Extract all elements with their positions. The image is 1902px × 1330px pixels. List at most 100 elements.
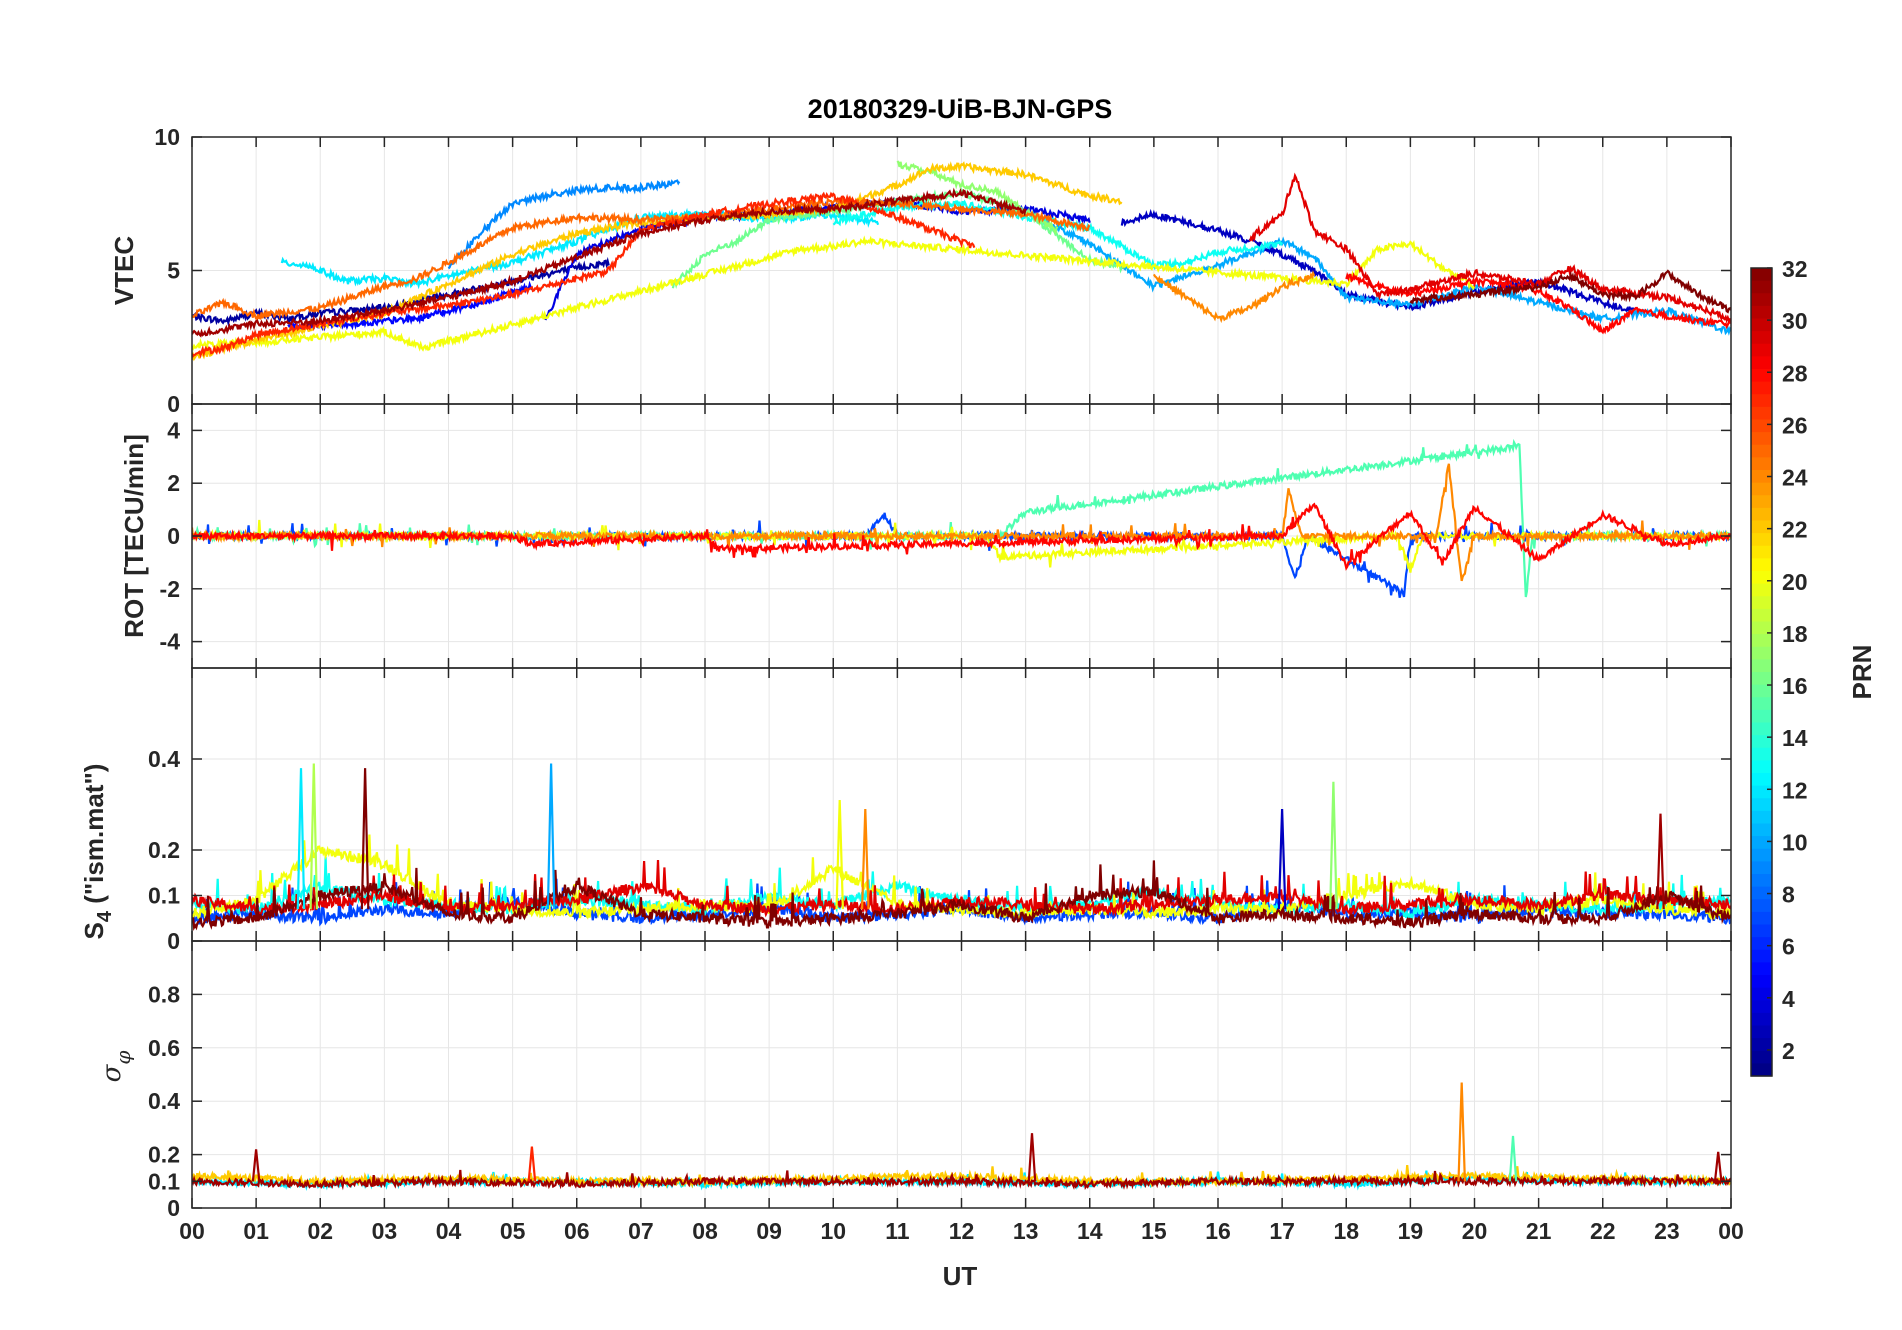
colorbar-swatch (1751, 962, 1772, 976)
series-line (1120, 208, 1636, 315)
colorbar-swatch (1751, 444, 1772, 458)
colorbar-swatch (1751, 583, 1772, 597)
x-ticks (191, 404, 1732, 668)
panel-s4: 0 0.1 0.2 0.4 S4 ("ism.mat") (79, 667, 1732, 954)
colorbar-tick-label: 4 (1782, 986, 1795, 1012)
peak-spike (1508, 1135, 1518, 1182)
x-tick-label: 23 (1654, 1218, 1680, 1244)
colorbar-swatch (1751, 293, 1772, 307)
x-tick-label: 07 (628, 1218, 654, 1244)
colorbar-swatch (1751, 949, 1772, 963)
peak-spike (1713, 1151, 1723, 1182)
x-ticks (191, 941, 1732, 1208)
x-tick-label: 03 (372, 1218, 398, 1244)
peak-spike (1027, 1133, 1037, 1182)
colorbar-swatch (1751, 432, 1772, 446)
peak-spike (296, 768, 306, 910)
y-tick-label: 0.4 (148, 746, 180, 772)
colorbar-tick-label: 12 (1782, 777, 1808, 803)
colorbar-swatch (1751, 1050, 1772, 1064)
colorbar-swatch (1751, 482, 1772, 496)
peak-spike (1457, 1082, 1466, 1182)
colorbar-swatch (1751, 861, 1772, 875)
colorbar-swatch (1751, 406, 1772, 421)
colorbar-tick-label: 30 (1782, 308, 1808, 334)
colorbar-tick-label: 28 (1782, 360, 1808, 386)
colorbar-swatch (1751, 381, 1772, 395)
peak-spike (1277, 808, 1287, 910)
series-line (192, 235, 1476, 352)
colorbar-swatch (1751, 634, 1772, 648)
colorbar-swatch (1751, 798, 1772, 812)
colorbar-swatch (1751, 684, 1772, 698)
peak-spike (546, 763, 556, 910)
colorbar-tick-label: 18 (1782, 621, 1808, 647)
colorbar-swatch (1751, 722, 1772, 736)
x-tick-label: 04 (436, 1218, 462, 1244)
series-line (1152, 270, 1316, 324)
x-tick-label: 05 (500, 1218, 526, 1244)
colorbar-label: PRN (1847, 645, 1877, 700)
colorbar-tick-label: 22 (1782, 517, 1808, 543)
y-tick-label: 0.2 (148, 837, 180, 863)
x-tick-label: 06 (564, 1218, 590, 1244)
series-group-sigma_phi (192, 1082, 1731, 1192)
y-axis-label: σφ (97, 1051, 135, 1083)
y-tick-label: 0 (167, 1195, 180, 1221)
x-tick-label: 02 (307, 1218, 333, 1244)
peak-spike (1656, 813, 1665, 910)
x-tick-label: 15 (1141, 1218, 1167, 1244)
series-line (1249, 172, 1731, 324)
colorbar-swatch (1751, 571, 1772, 585)
x-ticks (191, 137, 1732, 404)
x-tick-label: 14 (1077, 1218, 1103, 1244)
series-group-s4 (192, 763, 1731, 932)
x-tick-label: 16 (1205, 1218, 1231, 1244)
colorbar-tick-label: 16 (1782, 673, 1808, 699)
x-tick-label: 00 (179, 1218, 205, 1244)
x-tick-label: 13 (1013, 1218, 1039, 1244)
colorbar-swatch (1751, 874, 1772, 888)
y-tick-label: 0.6 (148, 1035, 180, 1061)
colorbar-swatch (1751, 343, 1772, 357)
y-tick-label: 0.4 (148, 1088, 180, 1114)
colorbar-swatch (1751, 975, 1772, 989)
colorbar-tick-label: 26 (1782, 412, 1808, 438)
x-tick-label: 08 (692, 1218, 718, 1244)
colorbar-frame (1750, 267, 1773, 1077)
colorbar-swatch (1751, 621, 1772, 635)
series-line (447, 179, 681, 270)
colorbar-swatch (1751, 836, 1772, 850)
peak-spike (251, 1149, 261, 1182)
series-line (192, 195, 1091, 320)
colorbar-swatch (1751, 545, 1772, 559)
y-tick-label: 0.8 (148, 981, 180, 1007)
grid-sigma_phi (191, 941, 1732, 1209)
series-line (192, 191, 976, 359)
series-line (192, 1164, 1731, 1189)
series-line (192, 161, 1123, 362)
series-line (192, 502, 1731, 571)
peak-spike (861, 808, 870, 910)
colorbar-swatch (1751, 558, 1772, 572)
colorbar-swatch (1751, 760, 1772, 774)
y-tick-label: 4 (167, 417, 180, 443)
colorbar-swatch (1751, 911, 1772, 926)
x-ticks (191, 668, 1732, 941)
colorbar-tick-label: 6 (1782, 934, 1795, 960)
x-tick-label: 20 (1462, 1218, 1488, 1244)
colorbar-swatch (1751, 659, 1772, 673)
y-tick-label: 5 (167, 258, 180, 284)
colorbar-swatch (1751, 823, 1772, 837)
x-tick-label: 21 (1526, 1218, 1552, 1244)
x-tick-label: 12 (949, 1218, 975, 1244)
figure-title: 20180329-UiB-BJN-GPS (808, 94, 1113, 124)
y-axis-label: S4 ("ism.mat") (79, 764, 116, 940)
grid-vtec (191, 136, 1732, 405)
colorbar-swatch (1751, 987, 1772, 1001)
x-tick-label: 09 (756, 1218, 782, 1244)
colorbar-tick-label: 10 (1782, 829, 1808, 855)
y-tick-label: 0.2 (148, 1142, 180, 1168)
colorbar-swatch (1751, 937, 1772, 951)
